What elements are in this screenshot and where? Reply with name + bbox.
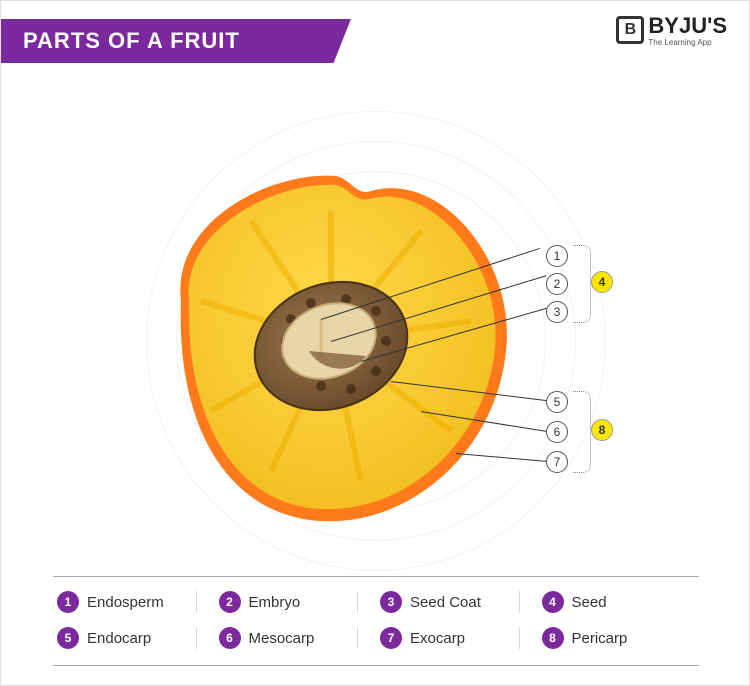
group-bracket — [573, 245, 591, 323]
legend-label: Seed Coat — [410, 594, 481, 611]
callout-5: 5 — [546, 391, 568, 413]
callout-6: 6 — [546, 421, 568, 443]
legend-label: Exocarp — [410, 630, 465, 647]
legend-item: 4 Seed — [538, 591, 700, 613]
legend-item: 1 Endosperm — [53, 591, 215, 613]
legend-label: Pericarp — [572, 630, 628, 647]
group-badge-4: 4 — [591, 271, 613, 293]
group-badge-8: 8 — [591, 419, 613, 441]
fruit-illustration-icon — [121, 151, 541, 551]
legend-number: 6 — [219, 627, 241, 649]
callout-7: 7 — [546, 451, 568, 473]
legend-item: 2 Embryo — [215, 591, 377, 613]
legend-label: Mesocarp — [249, 630, 315, 647]
brand-name: BYJU'S — [648, 13, 727, 38]
legend-label: Endosperm — [87, 594, 164, 611]
legend-number: 5 — [57, 627, 79, 649]
legend-number: 2 — [219, 591, 241, 613]
title-bar: PARTS OF A FRUIT — [1, 19, 351, 63]
legend-item: 7 Exocarp — [376, 627, 538, 649]
page-title: PARTS OF A FRUIT — [23, 28, 240, 54]
brand-logo: B BYJU'S The Learning App — [616, 13, 727, 47]
legend-label: Endocarp — [87, 630, 151, 647]
legend-item: 8 Pericarp — [538, 627, 700, 649]
callout-3: 3 — [546, 301, 568, 323]
group-bracket — [573, 391, 591, 473]
brand-mark-icon: B — [616, 16, 644, 44]
callout-1: 1 — [546, 245, 568, 267]
legend-number: 7 — [380, 627, 402, 649]
legend-item: 5 Endocarp — [53, 627, 215, 649]
legend-divider — [53, 665, 699, 666]
callout-2: 2 — [546, 273, 568, 295]
legend-item: 6 Mesocarp — [215, 627, 377, 649]
fruit-diagram: 1 2 3 5 6 7 4 8 — [1, 81, 750, 561]
legend-number: 3 — [380, 591, 402, 613]
legend-divider — [53, 576, 699, 577]
legend-number: 1 — [57, 591, 79, 613]
legend-item: 3 Seed Coat — [376, 591, 538, 613]
brand-text-block: BYJU'S The Learning App — [648, 13, 727, 47]
legend: 1 Endosperm 2 Embryo 3 Seed Coat 4 Seed 5 Endocar… — [53, 591, 699, 649]
legend-label: Seed — [572, 594, 607, 611]
brand-tagline: The Learning App — [648, 39, 727, 47]
legend-label: Embryo — [249, 594, 301, 611]
legend-number: 4 — [542, 591, 564, 613]
legend-number: 8 — [542, 627, 564, 649]
